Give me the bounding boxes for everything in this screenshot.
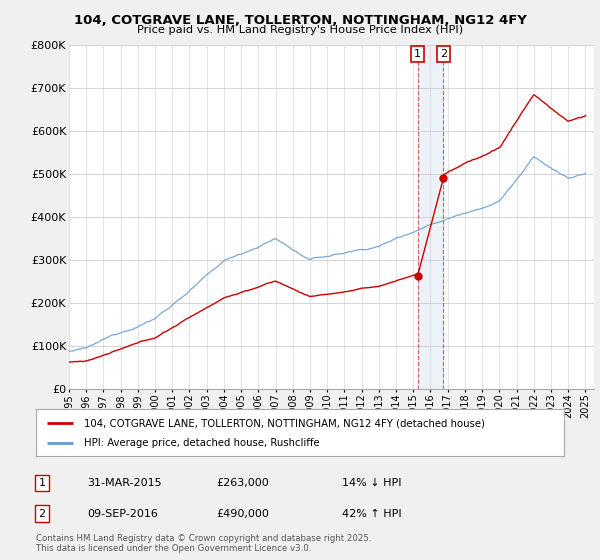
Bar	[418, 45, 443, 389]
Text: 42% ↑ HPI: 42% ↑ HPI	[342, 508, 401, 519]
Text: HPI: Average price, detached house, Rushcliffe: HPI: Average price, detached house, Rush…	[83, 438, 319, 448]
Text: £490,000: £490,000	[216, 508, 269, 519]
Text: 31-MAR-2015: 31-MAR-2015	[87, 478, 161, 488]
Text: 2: 2	[38, 508, 46, 519]
Text: 2: 2	[440, 49, 447, 59]
Text: Price paid vs. HM Land Registry's House Price Index (HPI): Price paid vs. HM Land Registry's House …	[137, 25, 463, 35]
Text: 1: 1	[414, 49, 421, 59]
Text: 09-SEP-2016: 09-SEP-2016	[87, 508, 158, 519]
Text: 14% ↓ HPI: 14% ↓ HPI	[342, 478, 401, 488]
Text: Contains HM Land Registry data © Crown copyright and database right 2025.
This d: Contains HM Land Registry data © Crown c…	[36, 534, 371, 553]
Text: 104, COTGRAVE LANE, TOLLERTON, NOTTINGHAM, NG12 4FY (detached house): 104, COTGRAVE LANE, TOLLERTON, NOTTINGHA…	[83, 418, 485, 428]
Text: £263,000: £263,000	[216, 478, 269, 488]
Text: 1: 1	[38, 478, 46, 488]
Text: 104, COTGRAVE LANE, TOLLERTON, NOTTINGHAM, NG12 4FY: 104, COTGRAVE LANE, TOLLERTON, NOTTINGHA…	[74, 14, 526, 27]
